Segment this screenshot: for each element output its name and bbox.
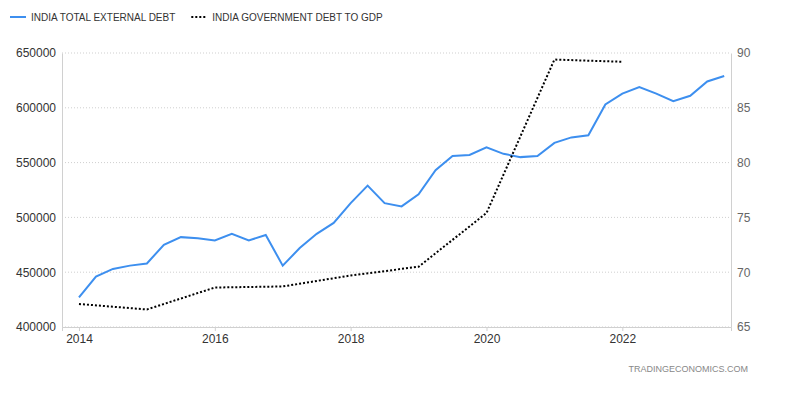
tick: 600000 — [16, 101, 62, 115]
tick-label: 400000 — [16, 320, 56, 334]
axis-line — [63, 328, 732, 332]
tick: 2016 — [202, 327, 229, 346]
tick-label: 65 — [737, 320, 751, 334]
grid-line — [62, 53, 731, 54]
tick: 450000 — [16, 266, 62, 280]
plot-area — [79, 60, 724, 310]
tick-label: 2016 — [202, 332, 229, 346]
tick-label: 500000 — [16, 211, 56, 225]
tick: 2014 — [66, 327, 93, 346]
watermark: TRADINGECONOMICS.COM — [628, 364, 748, 374]
tick: 85 — [731, 101, 751, 115]
tick-label: 550000 — [16, 156, 56, 170]
tick: 500000 — [16, 211, 62, 225]
tick: 2022 — [609, 327, 636, 346]
legend-item: INDIA GOVERNMENT DEBT TO GDP — [191, 12, 383, 23]
tick: 90 — [731, 46, 751, 60]
grid-line — [62, 107, 731, 108]
y2-axis: 65 70 75 80 85 90 — [731, 46, 751, 334]
tick-mark — [215, 327, 216, 331]
tick-label: 450000 — [16, 266, 56, 280]
tick: 650000 — [16, 46, 62, 60]
x-axis: 2014 2016 2018 2020 2022 — [63, 327, 732, 346]
tick-label: 600000 — [16, 101, 56, 115]
y-axis: 400000 450000 500000 550000 600000 650000 — [16, 46, 63, 334]
tick: 65 — [731, 320, 751, 334]
tick: 400000 — [16, 320, 62, 334]
legend-label: INDIA TOTAL EXTERNAL DEBT — [31, 12, 175, 23]
tick: 70 — [731, 266, 751, 280]
legend-swatch — [10, 16, 26, 18]
tick-label: 70 — [737, 266, 751, 280]
grid — [62, 53, 731, 327]
axis-line — [62, 54, 63, 328]
line-series — [79, 76, 724, 297]
tick: 75 — [731, 211, 751, 225]
tick-label: 85 — [737, 101, 751, 115]
tick-mark — [79, 327, 80, 331]
grid-line — [62, 162, 731, 163]
tick: 550000 — [16, 156, 62, 170]
tick-mark — [351, 327, 352, 331]
tick-label: 2020 — [474, 332, 501, 346]
tick-mark — [486, 327, 487, 331]
tick-label: 90 — [737, 46, 751, 60]
legend-item: INDIA TOTAL EXTERNAL DEBT — [10, 12, 175, 23]
tick-mark — [622, 327, 623, 331]
tick: 2018 — [338, 327, 365, 346]
chart: 2014 2016 2018 2020 2022 400000 450000 500000 55… — [0, 0, 808, 404]
legend-swatch — [191, 16, 207, 18]
tick-label: 2018 — [338, 332, 365, 346]
tick-label: 2014 — [66, 332, 93, 346]
tick: 2020 — [474, 327, 501, 346]
tick-label: 650000 — [16, 46, 56, 60]
legend-label: INDIA GOVERNMENT DEBT TO GDP — [212, 12, 383, 23]
line-series — [79, 60, 622, 310]
tick-label: 75 — [737, 211, 751, 225]
tick: 80 — [731, 156, 751, 170]
tick-label: 80 — [737, 156, 751, 170]
grid-line — [62, 272, 731, 273]
legend: INDIA TOTAL EXTERNAL DEBT INDIA GOVERNMEN… — [10, 12, 383, 23]
grid-line — [62, 217, 731, 218]
tick-label: 2022 — [609, 332, 636, 346]
axis-line — [731, 54, 732, 328]
